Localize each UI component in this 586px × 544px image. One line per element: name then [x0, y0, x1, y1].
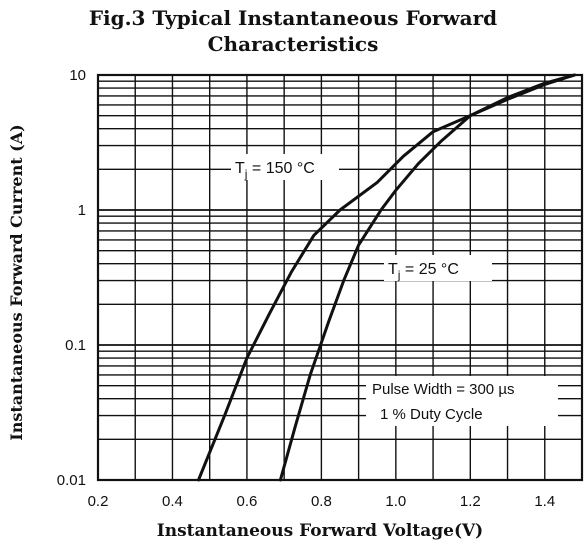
y-tick-label: 0.1 — [65, 337, 86, 354]
x-axis-label: Instantaneous Forward Voltage(V) — [157, 521, 483, 541]
chart-title-line-1: Fig.3 Typical Instantaneous Forward — [88, 6, 498, 30]
x-tick-label: 1.0 — [385, 493, 406, 510]
chart-title-line-2: Characteristics — [207, 32, 379, 56]
y-tick-label: 10 — [69, 67, 86, 84]
x-tick-label: 1.4 — [534, 493, 555, 510]
annotation-bg — [366, 376, 558, 426]
y-tick-label: 1 — [78, 202, 86, 219]
series-label-tj-25c-bg — [384, 255, 492, 281]
x-tick-label: 1.2 — [460, 493, 481, 510]
y-axis-label: Instantaneous Forward Current (A) — [7, 124, 26, 440]
x-tick-label: 0.4 — [162, 493, 183, 510]
annotation-text: Pulse Width = 300 µs — [372, 381, 514, 398]
x-tick-label: 0.2 — [88, 493, 109, 510]
series-label-tj-25c: Tj = 25 °C — [388, 261, 459, 282]
series-label-tj-150c-bg — [231, 154, 339, 180]
plot-frame — [96, 73, 584, 482]
annotation-text: 1 % Duty Cycle — [380, 406, 483, 423]
x-tick-label: 0.8 — [311, 493, 332, 510]
series-line-tj-25c — [278, 73, 577, 482]
x-tick-label: 0.6 — [236, 493, 257, 510]
y-tick-label: 0.01 — [57, 472, 86, 489]
series-label-tj-150c: Tj = 150 °C — [235, 160, 315, 181]
